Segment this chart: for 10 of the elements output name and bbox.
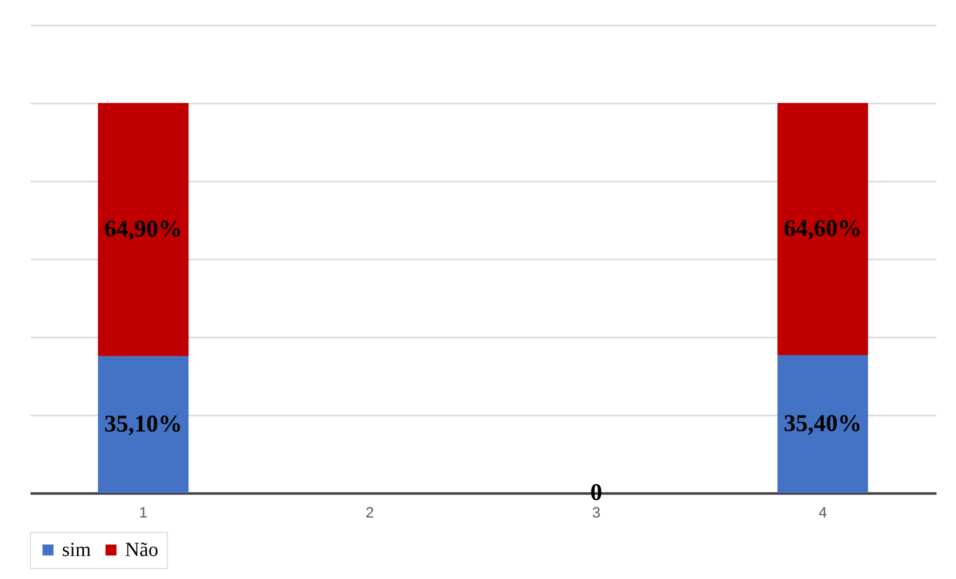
x-tick-label: 2 (366, 504, 374, 522)
data-label: 35,40% (784, 410, 862, 437)
x-tick-label: 1 (139, 504, 148, 522)
data-label: 64,90% (104, 216, 182, 243)
x-tick-label: 4 (818, 504, 827, 522)
x-tick-label: 3 (592, 504, 600, 522)
data-label: 64,60% (784, 216, 862, 242)
legend-label: sim (62, 539, 92, 561)
data-label: 35,10% (104, 412, 182, 438)
legend-label: Não (125, 539, 158, 561)
